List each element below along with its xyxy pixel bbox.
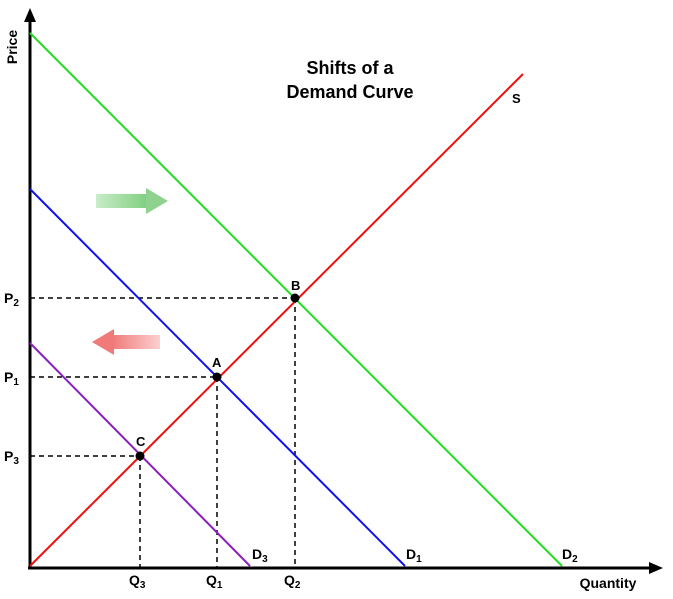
shift-left-arrow-icon: [92, 329, 160, 355]
y-axis-label: Price: [4, 30, 20, 64]
p3-label: P3: [4, 448, 19, 467]
point-a-label: A: [212, 355, 222, 370]
shift-right-arrow-icon: [96, 188, 168, 214]
q1-label: Q1: [206, 572, 223, 591]
x-axis-arrowhead: [649, 562, 663, 574]
point-c-label: C: [136, 434, 146, 449]
point-c: [135, 451, 145, 461]
guide-lines: [30, 297, 296, 568]
point-b: [290, 293, 300, 303]
title-line-2: Demand Curve: [286, 82, 413, 102]
point-b-label: B: [291, 278, 300, 293]
q2-label: Q2: [284, 572, 301, 591]
point-a: [212, 372, 222, 382]
title-line-1: Shifts of a: [306, 58, 394, 78]
supply-curve: [29, 73, 524, 567]
p2-label: P2: [4, 290, 19, 309]
y-axis-arrowhead: [24, 8, 36, 22]
d2-label: D2: [562, 546, 578, 565]
axes: Price Quantity: [4, 8, 663, 591]
x-axis-label: Quantity: [580, 575, 637, 591]
d1-label: D1: [406, 546, 422, 565]
d3-label: D3: [252, 546, 268, 565]
q3-label: Q3: [129, 572, 146, 591]
p1-label: P1: [4, 369, 19, 388]
supply-label: S: [512, 91, 521, 106]
